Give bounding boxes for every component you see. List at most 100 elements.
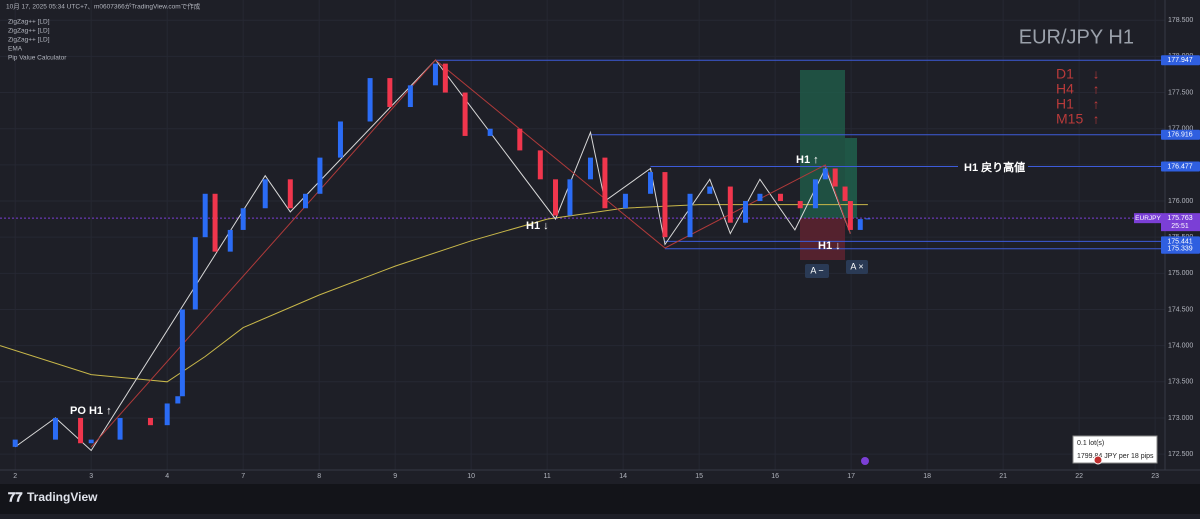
- indicator: ZigZag++ [LD]: [8, 19, 50, 26]
- candle: [367, 78, 373, 122]
- brand: TradingView: [27, 490, 98, 504]
- price-label: 175.763: [1167, 215, 1192, 222]
- label-bg: [958, 160, 1028, 175]
- candle: [262, 179, 268, 209]
- x-tick-label: 4: [165, 473, 169, 480]
- timeframe-arrow: ↑: [1093, 81, 1100, 96]
- y-tick-label: 174.000: [1168, 342, 1193, 349]
- candle: [287, 179, 293, 209]
- timeframes: D1 ↓ H4 ↑ H1 ↑ M15 ↑: [1056, 66, 1099, 127]
- candle: [757, 193, 763, 202]
- x-tick-label: 3: [89, 473, 93, 480]
- candle: [602, 157, 608, 209]
- candle: [567, 179, 573, 216]
- candle: [240, 208, 246, 230]
- candle: [337, 121, 343, 158]
- candle: [212, 193, 218, 252]
- level-label: 175.339: [1167, 246, 1192, 253]
- candle: [192, 237, 198, 310]
- countdown: 25:51: [1171, 223, 1189, 230]
- annotation: PO H1 ↑: [70, 405, 112, 417]
- indicator: EMA: [8, 46, 23, 53]
- candle: [865, 218, 871, 220]
- candle: [462, 92, 468, 136]
- candle: [202, 193, 208, 238]
- candle: [687, 193, 693, 238]
- x-tick-label: 14: [619, 473, 627, 480]
- candle: [553, 179, 559, 216]
- level-badge: [1161, 243, 1200, 254]
- candle: [662, 172, 668, 238]
- alert-badge[interactable]: [805, 264, 829, 278]
- candle: [407, 85, 413, 108]
- candle: [812, 179, 818, 209]
- candle: [432, 63, 438, 86]
- timeframe-label: H1: [1056, 96, 1074, 112]
- level-label: 176.916: [1167, 132, 1192, 139]
- candle: [12, 439, 18, 447]
- candle: [842, 186, 848, 202]
- candle: [147, 417, 153, 426]
- brand-logo: 𝟕𝟕: [8, 489, 23, 504]
- candle: [832, 168, 838, 187]
- x-tick-label: 7: [241, 473, 245, 480]
- pip-text: 1799.84 JPY per 18 pips: [1077, 453, 1154, 460]
- candle: [707, 186, 713, 194]
- candle: [175, 396, 181, 404]
- candle: [847, 201, 853, 230]
- candle: [622, 193, 628, 209]
- alert-label: A ×: [850, 261, 863, 271]
- chart-title: EUR/JPY H1: [1019, 26, 1134, 48]
- timeframe-arrow: ↑: [1093, 111, 1100, 126]
- x-tick-label: 17: [847, 473, 855, 480]
- y-tick-label: 174.500: [1168, 306, 1193, 313]
- axes: 172.500 173.000 173.500 174.000 174.500 175.0…: [0, 0, 1200, 480]
- symbol-label: EURJPY: [1135, 215, 1161, 222]
- candle: [517, 128, 523, 151]
- candle: [587, 157, 593, 180]
- y-tick-label: 178.500: [1168, 17, 1193, 24]
- candle: [777, 193, 783, 202]
- y-tick-label: 172.500: [1168, 451, 1193, 458]
- indicator: Pip Value Calculator: [8, 55, 67, 62]
- candle: [743, 201, 749, 223]
- candle: [88, 439, 94, 444]
- candle: [648, 172, 654, 194]
- candle: [164, 403, 170, 426]
- candle: [387, 78, 393, 108]
- x-tick-label: 2: [13, 473, 17, 480]
- x-tick-label: 15: [695, 473, 703, 480]
- symbol-badge: [1134, 213, 1162, 224]
- level-label: 176.477: [1167, 163, 1192, 170]
- footer: [0, 484, 1200, 514]
- annotation: H1 ↓: [818, 240, 841, 252]
- x-tick-label: 18: [923, 473, 931, 480]
- y-tick-label: 177.500: [1168, 89, 1193, 96]
- event-icon[interactable]: [861, 457, 869, 465]
- indicator: ZigZag++ [LD]: [8, 37, 50, 44]
- timeframe-label: H4: [1056, 81, 1074, 97]
- candle: [227, 229, 233, 252]
- alert-badge[interactable]: [846, 260, 868, 274]
- candle: [78, 417, 84, 444]
- pip-box: [1072, 435, 1158, 464]
- candle: [857, 219, 863, 230]
- level-label: 177.947: [1167, 57, 1192, 64]
- plot: [0, 59, 1165, 452]
- candle: [487, 128, 493, 136]
- level-badge: [1161, 55, 1200, 66]
- timeframe-arrow: ↓: [1093, 66, 1100, 81]
- y-tick-label: 176.000: [1168, 198, 1193, 205]
- x-tick-label: 21: [999, 473, 1007, 480]
- y-tick-label: 175.000: [1168, 270, 1193, 277]
- indicator-line: [0, 204, 868, 383]
- x-tick-label: 23: [1151, 473, 1159, 480]
- annotation: H1 ↑: [796, 154, 819, 166]
- candle: [797, 201, 803, 209]
- price-axis: [1165, 0, 1200, 470]
- pip-icon[interactable]: [1093, 455, 1103, 465]
- candle: [822, 168, 828, 180]
